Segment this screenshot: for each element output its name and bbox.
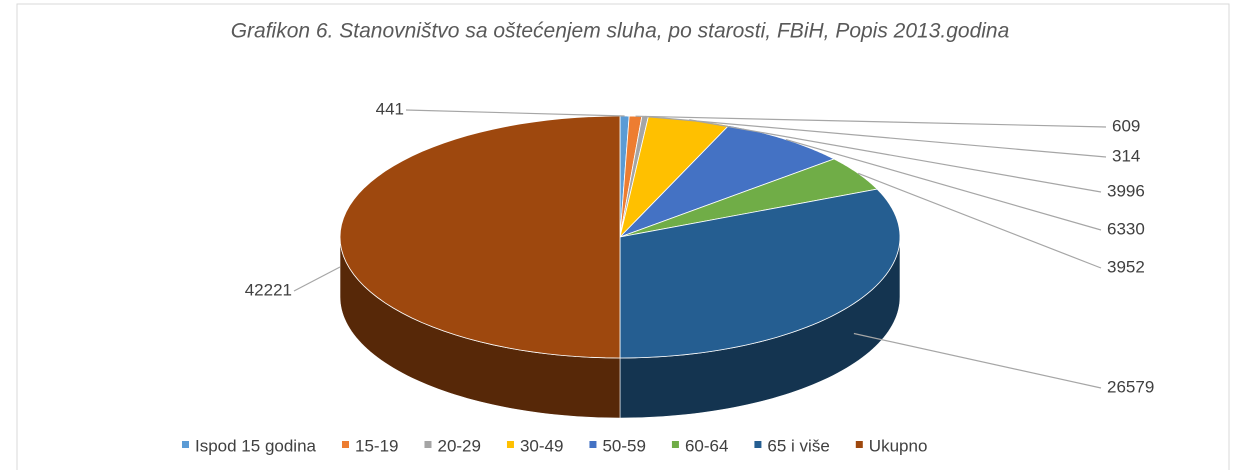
slice <box>339 115 621 359</box>
legend-swatch <box>754 441 762 448</box>
legend-swatch <box>589 441 597 448</box>
legend-label: Ispod 15 godina <box>195 436 317 455</box>
slice <box>619 158 878 238</box>
legend-label: 30-49 <box>520 436 563 455</box>
legend-label: 50-59 <box>602 436 645 455</box>
data-label: 26579 <box>1107 377 1154 396</box>
data-label: 314 <box>1112 146 1140 165</box>
legend-label: 20-29 <box>437 436 480 455</box>
legend-swatch <box>855 441 863 448</box>
legend-swatch <box>671 441 679 448</box>
data-label: 3996 <box>1107 181 1145 200</box>
legend-label: 60-64 <box>685 436 728 455</box>
leader-line <box>857 172 1102 269</box>
chart-title: Grafikon 6. Stanovništvo sa oštećenjem s… <box>231 20 1010 43</box>
leader-line <box>405 109 625 117</box>
data-label: 609 <box>1112 116 1140 135</box>
slice <box>619 188 901 359</box>
leader-line <box>293 266 341 292</box>
leader-line <box>785 138 1102 231</box>
data-label: 42221 <box>245 280 292 299</box>
leader-line <box>853 332 1102 389</box>
legend-label: Ukupno <box>869 436 928 455</box>
data-label: 6330 <box>1107 219 1145 238</box>
leader-line <box>635 115 1107 128</box>
legend-label: 65 i više <box>767 436 829 455</box>
data-label: 441 <box>376 99 404 118</box>
legend-swatch <box>342 441 349 448</box>
legend-swatch <box>424 441 432 448</box>
legend-swatch <box>182 441 189 448</box>
legend-label: 15-19 <box>355 436 398 455</box>
data-label: 3952 <box>1107 257 1145 276</box>
leader-line <box>689 119 1102 193</box>
leader-line <box>645 115 1107 158</box>
legend-swatch <box>506 441 514 448</box>
